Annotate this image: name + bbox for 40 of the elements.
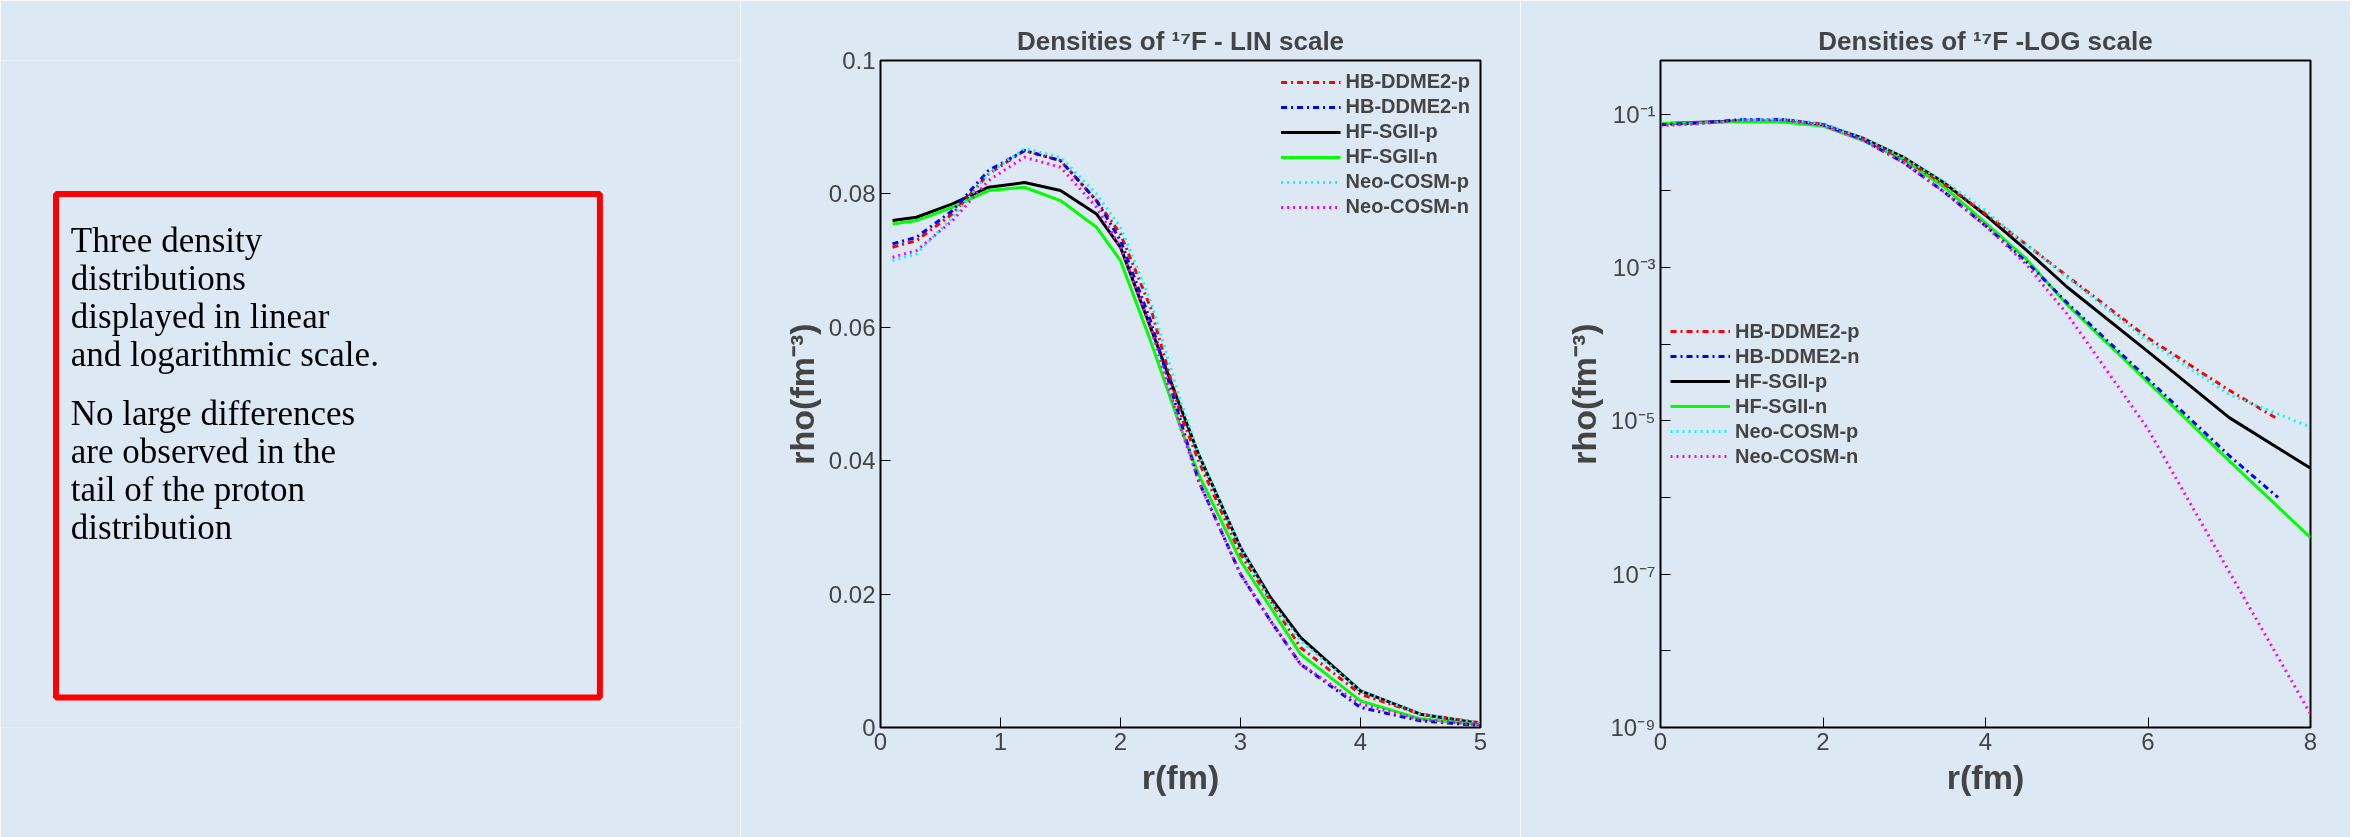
y-tick-label: 0.08 [828, 180, 876, 208]
x-tick-label: 5 [1473, 727, 1488, 755]
y-axis-title: rho(fm⁻³) [1564, 323, 1603, 465]
legend-label: HB-DDME2-p [1345, 70, 1470, 93]
x-tick-label: 8 [2303, 727, 2318, 755]
y-tick-label: 0.02 [828, 580, 876, 608]
y-tick-label: 10⁻⁵ [1610, 407, 1656, 435]
line-series [1660, 118, 2311, 716]
x-tick-label: 2 [1113, 727, 1128, 755]
x-axis-title: r(fm) [1946, 757, 2025, 796]
x-tick-label: 1 [993, 727, 1008, 755]
legend-label: HF-SGII-n [1345, 145, 1438, 168]
x-tick-label: 4 [1353, 727, 1368, 755]
legend-label: Neo-COSM-p [1345, 170, 1469, 193]
legend-label: HB-DDME2-n [1735, 344, 1860, 368]
y-tick-label: 0.06 [828, 313, 876, 341]
legend-label: Neo-COSM-p [1735, 419, 1859, 443]
legend-label: HF-SGII-p [1345, 120, 1438, 143]
y-tick-label: 10⁻³ [1612, 253, 1656, 281]
y-axis-title: rho(fm⁻³) [782, 323, 821, 465]
legend-label: HB-DDME2-n [1345, 95, 1470, 118]
legend-label: Neo-COSM-n [1345, 195, 1469, 218]
y-tick-label: 0.04 [828, 447, 876, 475]
x-tick-label: 2 [1816, 727, 1830, 755]
legend-label: HF-SGII-n [1735, 394, 1828, 418]
x-tick-label: 3 [1233, 727, 1248, 755]
legend-label: Neo-COSM-n [1735, 444, 1859, 468]
y-tick-label: 0.1 [842, 47, 876, 74]
x-tick-label: 6 [2141, 727, 2155, 755]
text: Three density distributions displayed in linear and logarithmic scale. [70, 220, 379, 375]
x-axis-title: r(fm) [1141, 757, 1220, 796]
chart-title: Densities of ¹⁷F - LIN scale [1016, 25, 1345, 56]
text: No large differences are observed in the tail of the proton distribution [70, 393, 356, 548]
y-tick-label: 10⁻⁷ [1612, 560, 1656, 588]
y-tick-label: 10⁻¹ [1612, 100, 1656, 128]
y-tick-label: 10⁻⁹ [1610, 714, 1656, 741]
legend-label: HF-SGII-p [1735, 369, 1828, 393]
x-tick-label: 4 [1978, 727, 1993, 755]
chart-title: Densities of ¹⁷F -LOG scale [1818, 25, 2153, 56]
legend-label: HB-DDME2-p [1735, 319, 1860, 343]
